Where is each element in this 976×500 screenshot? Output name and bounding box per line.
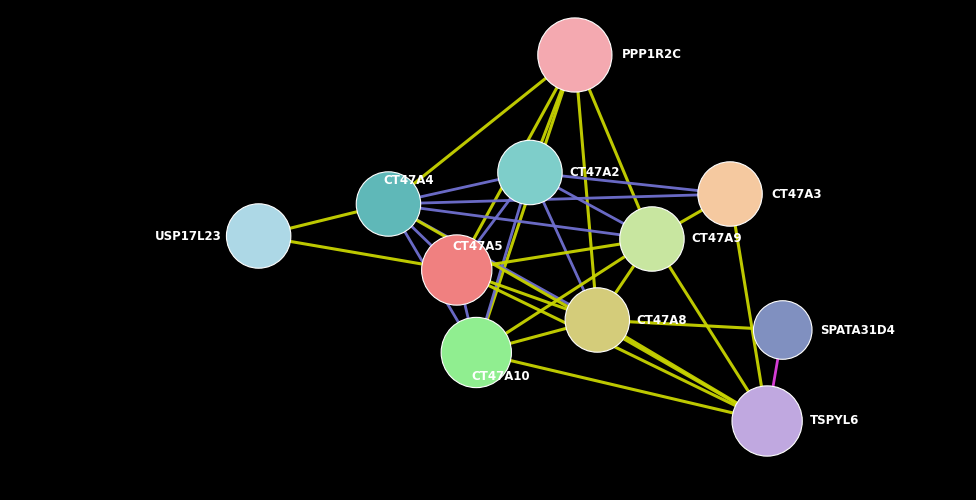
Text: CT47A4: CT47A4 [384, 174, 434, 186]
Ellipse shape [565, 288, 630, 352]
Text: PPP1R2C: PPP1R2C [622, 48, 681, 62]
Ellipse shape [498, 140, 562, 204]
Ellipse shape [226, 204, 291, 268]
Ellipse shape [620, 207, 684, 271]
Ellipse shape [422, 235, 492, 305]
Ellipse shape [538, 18, 612, 92]
Ellipse shape [441, 318, 511, 388]
Text: SPATA31D4: SPATA31D4 [820, 324, 895, 336]
Text: CT47A10: CT47A10 [471, 370, 530, 383]
Text: USP17L23: USP17L23 [155, 230, 222, 242]
Text: TSPYL6: TSPYL6 [810, 414, 860, 428]
Text: CT47A9: CT47A9 [691, 232, 742, 245]
Ellipse shape [732, 386, 802, 456]
Ellipse shape [753, 300, 812, 360]
Ellipse shape [356, 172, 421, 236]
Text: CT47A3: CT47A3 [771, 188, 822, 200]
Ellipse shape [698, 162, 762, 226]
Text: CT47A8: CT47A8 [636, 314, 687, 326]
Text: CT47A5: CT47A5 [452, 240, 503, 252]
Text: CT47A2: CT47A2 [569, 166, 620, 179]
